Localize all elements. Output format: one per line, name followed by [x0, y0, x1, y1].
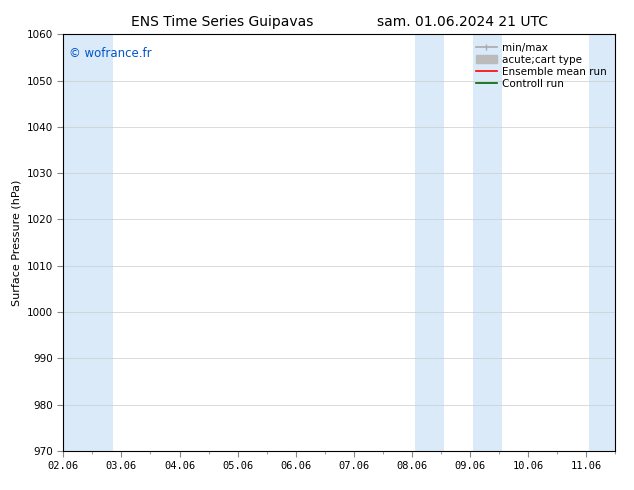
Bar [415, 34, 444, 451]
Text: ENS Time Series Guipavas: ENS Time Series Guipavas [131, 15, 313, 29]
Y-axis label: Surface Pressure (hPa): Surface Pressure (hPa) [11, 179, 21, 306]
Text: © wofrance.fr: © wofrance.fr [69, 47, 152, 60]
Bar [473, 34, 501, 451]
Bar [589, 34, 615, 451]
Bar [63, 34, 113, 451]
Legend: min/max, acute;cart type, Ensemble mean run, Controll run: min/max, acute;cart type, Ensemble mean … [473, 40, 610, 92]
Text: sam. 01.06.2024 21 UTC: sam. 01.06.2024 21 UTC [377, 15, 548, 29]
